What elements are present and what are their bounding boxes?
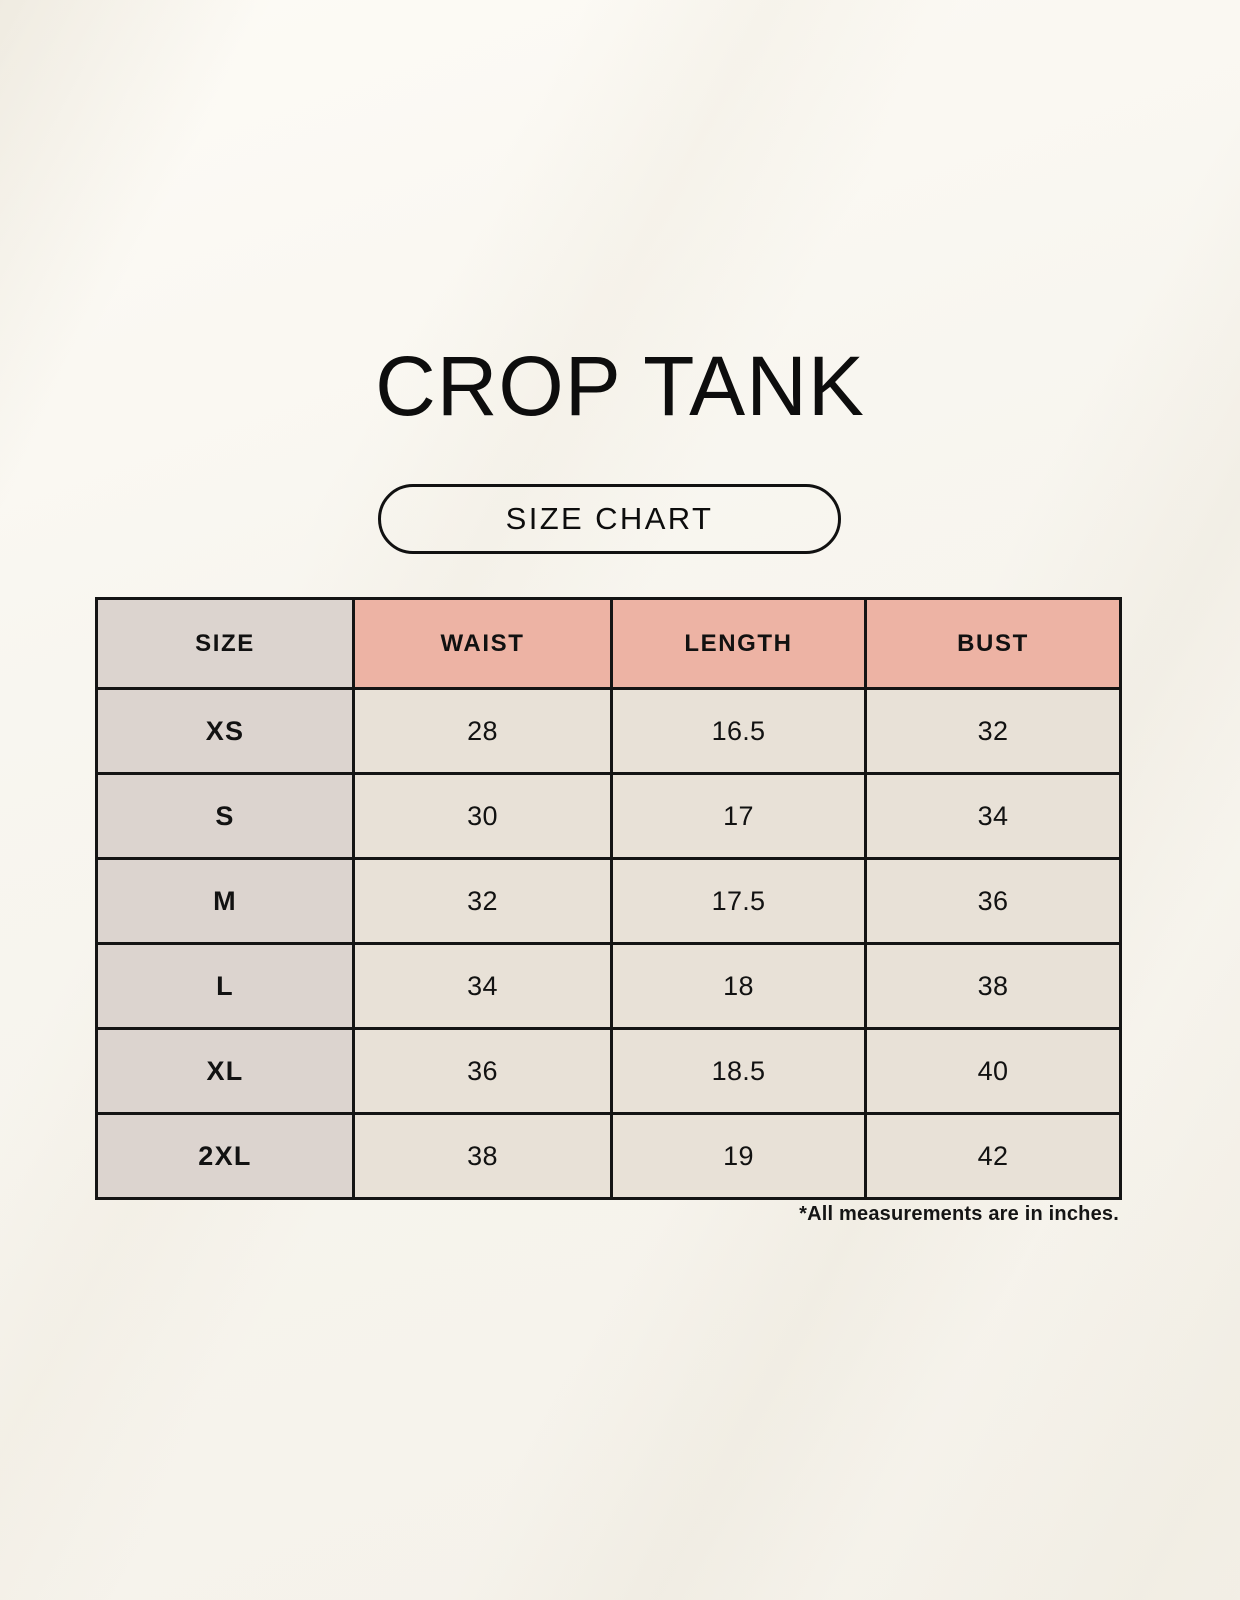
table-row: L 34 18 38 bbox=[96, 943, 1121, 1030]
waist-value: 34 bbox=[353, 943, 613, 1030]
size-label: XL bbox=[96, 1028, 355, 1115]
size-chart-pill: SIZE CHART bbox=[378, 484, 841, 554]
table-row: XL 36 18.5 40 bbox=[96, 1028, 1121, 1115]
length-value: 17 bbox=[611, 773, 867, 860]
size-label: L bbox=[96, 943, 355, 1030]
waist-value: 30 bbox=[353, 773, 613, 860]
length-value: 18.5 bbox=[611, 1028, 867, 1115]
column-header-bust: BUST bbox=[865, 598, 1121, 690]
size-label: S bbox=[96, 773, 355, 860]
size-label: 2XL bbox=[96, 1113, 355, 1199]
column-header-size: SIZE bbox=[96, 598, 355, 690]
size-chart-pill-label: SIZE CHART bbox=[505, 501, 714, 536]
size-label: M bbox=[96, 858, 355, 945]
size-label: XS bbox=[96, 688, 355, 775]
table-header: SIZE WAIST LENGTH BUST bbox=[96, 598, 1121, 690]
column-header-length: LENGTH bbox=[611, 598, 867, 690]
waist-value: 36 bbox=[353, 1028, 613, 1115]
waist-value: 38 bbox=[353, 1113, 613, 1199]
length-value: 19 bbox=[611, 1113, 867, 1199]
page-title: CROP TANK bbox=[375, 339, 865, 433]
bust-value: 34 bbox=[865, 773, 1121, 860]
measurement-units-footnote: *All measurements are in inches. bbox=[799, 1203, 1119, 1225]
table-row: XS 28 16.5 32 bbox=[96, 688, 1121, 775]
table-row: S 30 17 34 bbox=[96, 773, 1121, 860]
waist-value: 28 bbox=[353, 688, 613, 775]
bust-value: 40 bbox=[865, 1028, 1121, 1115]
bust-value: 32 bbox=[865, 688, 1121, 775]
column-header-waist: WAIST bbox=[353, 598, 613, 690]
size-table-container: SIZE WAIST LENGTH BUST XS 28 16.5 32 S 3… bbox=[95, 597, 1122, 1200]
table-row: 2XL 38 19 42 bbox=[96, 1113, 1121, 1199]
bust-value: 36 bbox=[865, 858, 1121, 945]
table-header-row: SIZE WAIST LENGTH BUST bbox=[96, 598, 1121, 690]
length-value: 16.5 bbox=[611, 688, 867, 775]
table-body: XS 28 16.5 32 S 30 17 34 M 32 17.5 36 bbox=[96, 688, 1121, 1199]
size-chart-table: SIZE WAIST LENGTH BUST XS 28 16.5 32 S 3… bbox=[95, 597, 1122, 1200]
table-row: M 32 17.5 36 bbox=[96, 858, 1121, 945]
waist-value: 32 bbox=[353, 858, 613, 945]
length-value: 17.5 bbox=[611, 858, 867, 945]
bust-value: 42 bbox=[865, 1113, 1121, 1199]
length-value: 18 bbox=[611, 943, 867, 1030]
bust-value: 38 bbox=[865, 943, 1121, 1030]
